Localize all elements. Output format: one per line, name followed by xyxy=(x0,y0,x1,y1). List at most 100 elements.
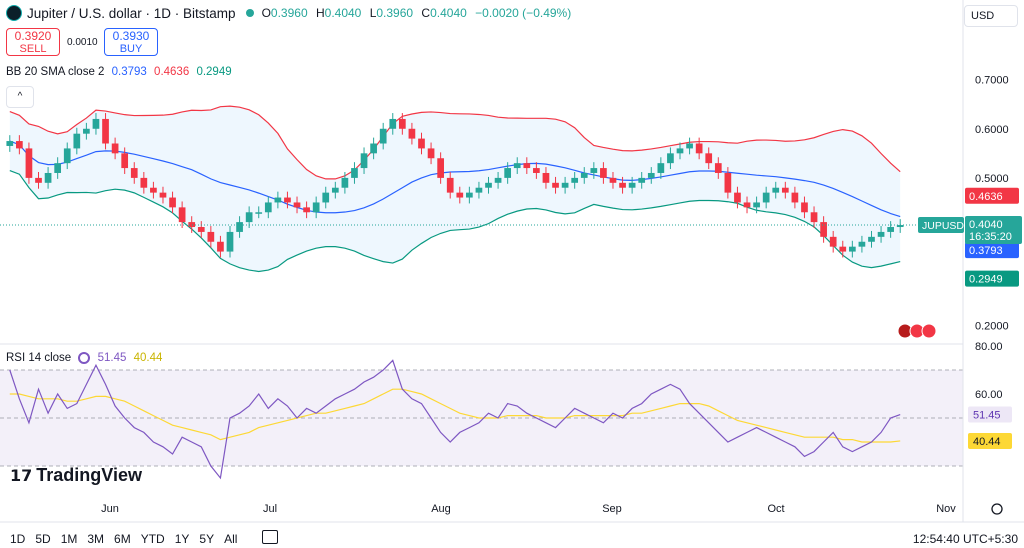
candle-body xyxy=(781,187,789,193)
candle-body xyxy=(714,163,722,173)
candle-body xyxy=(437,158,444,178)
tv-mark-icon: 𝟭𝟳 xyxy=(10,468,33,485)
bb-legend[interactable]: BB 20 SMA close 2 0.3793 0.4636 0.2949 xyxy=(6,66,232,78)
candle-body xyxy=(303,207,310,213)
bb-band-fill xyxy=(9,106,901,272)
candle-body xyxy=(322,192,330,203)
price-tick-label: 0.6000 xyxy=(975,124,1009,136)
currency-selector[interactable]: USD xyxy=(964,5,1018,27)
candle-body xyxy=(83,128,90,134)
bb-lower-tag-bg xyxy=(965,270,1019,287)
tf-ytd[interactable]: YTD xyxy=(140,532,165,546)
candle-body xyxy=(456,192,464,198)
candle-body xyxy=(753,202,760,208)
candle-body xyxy=(839,246,847,252)
ohlc-values: O0.3960 H0.4040 L0.3960 C0.4040 −0.0020 … xyxy=(261,6,572,20)
candle-body xyxy=(638,177,646,183)
candle-body xyxy=(360,153,368,169)
tf-1d[interactable]: 1D xyxy=(10,532,26,546)
rsi-ma-line xyxy=(9,388,901,443)
candle-body xyxy=(16,141,23,149)
price-tick-label: 0.5000 xyxy=(975,173,1009,185)
time-tick-label: Aug xyxy=(431,503,451,515)
candle-body xyxy=(590,168,598,173)
spread-value: 0.0010 xyxy=(67,37,98,48)
candle-body xyxy=(130,168,138,178)
price-tick-label: 0.2000 xyxy=(975,320,1009,332)
calendar-icon[interactable] xyxy=(262,530,278,544)
time-tick-label: Oct xyxy=(767,503,784,515)
sell-label: SELL xyxy=(19,43,47,55)
candle-body xyxy=(102,118,109,144)
candle-body xyxy=(609,177,617,183)
candle-body xyxy=(858,241,866,247)
candle-body xyxy=(657,163,665,173)
candle-body xyxy=(370,143,377,154)
candle-body xyxy=(159,192,167,198)
candle-body xyxy=(63,148,71,164)
candle-body xyxy=(552,182,559,188)
time-tick-label: Jul xyxy=(263,503,277,515)
candle-body xyxy=(6,141,14,146)
buy-button[interactable]: 0.3930 BUY xyxy=(104,28,158,56)
candle-body xyxy=(111,143,119,154)
candle-body xyxy=(628,182,636,188)
bb-upper-value: 0.4636 xyxy=(154,66,190,78)
timeframe-bar: 1D 5D 1M 3M 6M YTD 1Y 5Y All xyxy=(10,532,237,546)
candle-body xyxy=(446,177,454,193)
candle-body xyxy=(877,231,885,237)
candle-body xyxy=(264,202,272,213)
rsi-settings-icon[interactable] xyxy=(78,352,91,364)
candle-body xyxy=(150,187,157,193)
symbol-title[interactable]: Jupiter / U.S. dollar · 1D · Bitstamp xyxy=(27,5,236,21)
bb-upper-line xyxy=(9,105,901,180)
candle-body xyxy=(389,118,397,129)
candle-body xyxy=(92,118,100,129)
candle-body xyxy=(542,172,550,183)
collapse-legend-button[interactable]: ^ xyxy=(6,86,34,108)
candle-body xyxy=(54,163,62,173)
candle-body xyxy=(169,197,176,208)
candle-body xyxy=(504,168,512,178)
candle-body xyxy=(734,192,741,203)
candle-body xyxy=(829,236,837,247)
rsi-ma-tag-bg xyxy=(968,432,1012,449)
bb-lower-line xyxy=(9,169,901,273)
countdown-tag: 16:35:20 xyxy=(969,231,1012,243)
buy-price: 0.3930 xyxy=(112,29,150,43)
candle-body xyxy=(868,236,875,242)
tf-1m[interactable]: 1M xyxy=(60,532,78,546)
candle-body xyxy=(293,202,301,208)
candle-body xyxy=(245,212,253,223)
tf-5d[interactable]: 5D xyxy=(35,532,51,546)
tf-1y[interactable]: 1Y xyxy=(174,532,190,546)
candle-body xyxy=(418,138,425,149)
market-status-icon xyxy=(245,9,254,17)
tf-5y[interactable]: 5Y xyxy=(199,532,215,546)
tf-6m[interactable]: 6M xyxy=(114,532,131,546)
candle-body xyxy=(513,163,521,169)
rsi-value-tag: 51.45 xyxy=(973,410,1001,422)
candle-body xyxy=(705,153,713,164)
sell-button[interactable]: 0.3920 SELL xyxy=(6,28,60,56)
candle-body xyxy=(341,177,349,188)
candle-body xyxy=(600,168,607,178)
candle-body xyxy=(236,222,243,232)
time-tick-label: Nov xyxy=(936,503,956,515)
candle-body xyxy=(820,222,827,237)
time-tick-label: Sep xyxy=(602,503,622,515)
candle-body xyxy=(801,202,808,213)
rsi-line xyxy=(9,359,901,480)
candle-body xyxy=(188,222,196,228)
candle-body xyxy=(178,207,186,223)
rsi-ma-tag: 40.44 xyxy=(973,436,1001,448)
rsi-value: 51.45 xyxy=(97,352,127,365)
rsi-legend[interactable]: RSI 14 close 51.45 40.44 xyxy=(6,352,162,364)
bb-basis-tag-bg xyxy=(965,242,1019,259)
tf-all[interactable]: All xyxy=(224,532,238,546)
candle-body xyxy=(772,187,780,193)
last-price-tag: 0.4040 xyxy=(969,219,1003,231)
tf-3m[interactable]: 3M xyxy=(87,532,105,546)
sell-price: 0.3920 xyxy=(14,29,52,43)
